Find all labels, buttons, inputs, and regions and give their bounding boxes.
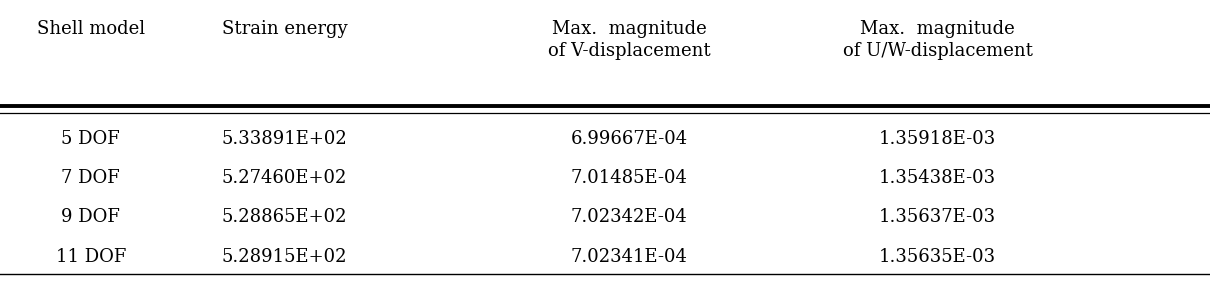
Text: 1.35637E-03: 1.35637E-03 (880, 208, 996, 226)
Text: Max.  magnitude
of V-displacement: Max. magnitude of V-displacement (548, 20, 710, 60)
Text: Shell model: Shell model (36, 20, 145, 38)
Text: 5.27460E+02: 5.27460E+02 (221, 169, 347, 187)
Text: 5.28915E+02: 5.28915E+02 (221, 248, 347, 266)
Text: 9 DOF: 9 DOF (62, 208, 120, 226)
Text: 7.01485E-04: 7.01485E-04 (571, 169, 687, 187)
Text: 7.02342E-04: 7.02342E-04 (571, 208, 687, 226)
Text: 1.35918E-03: 1.35918E-03 (880, 130, 996, 148)
Text: 5 DOF: 5 DOF (62, 130, 120, 148)
Text: Strain energy: Strain energy (221, 20, 347, 38)
Text: 11 DOF: 11 DOF (56, 248, 126, 266)
Text: 6.99667E-04: 6.99667E-04 (571, 130, 687, 148)
Text: Max.  magnitude
of U/W-displacement: Max. magnitude of U/W-displacement (843, 20, 1032, 60)
Text: 7.02341E-04: 7.02341E-04 (571, 248, 687, 266)
Text: 1.35438E-03: 1.35438E-03 (880, 169, 996, 187)
Text: 7 DOF: 7 DOF (62, 169, 120, 187)
Text: 5.28865E+02: 5.28865E+02 (221, 208, 347, 226)
Text: 5.33891E+02: 5.33891E+02 (221, 130, 347, 148)
Text: 1.35635E-03: 1.35635E-03 (880, 248, 996, 266)
